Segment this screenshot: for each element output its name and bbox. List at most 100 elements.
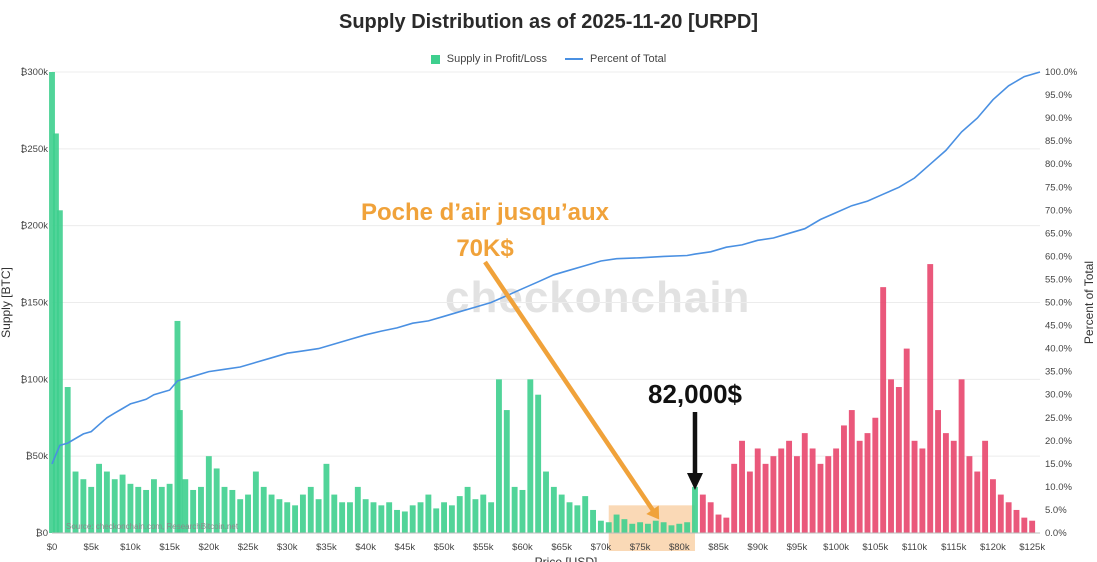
supply-bar (919, 448, 926, 533)
supply-bar (692, 486, 698, 533)
legend-item-supply[interactable]: Supply in Profit/Loss (430, 53, 548, 65)
y2-tick-label: 80.0% (1045, 159, 1072, 170)
arrow-air-pocket-shaft (483, 260, 658, 516)
supply-bar (284, 502, 291, 533)
supply-bar (190, 489, 197, 533)
supply-bar (715, 514, 722, 533)
supply-bar (127, 483, 134, 533)
supply-bar (480, 494, 487, 533)
supply-bar (762, 463, 769, 533)
supply-bar (637, 522, 644, 533)
supply-bar (354, 486, 361, 533)
x-tick-label: $120k (980, 542, 1006, 553)
x-tick-label: $80k (669, 542, 690, 553)
y2-tick-label: 55.0% (1045, 274, 1072, 285)
supply-bar (378, 505, 385, 533)
supply-bar (801, 433, 808, 533)
legend-label-supply: Supply in Profit/Loss (446, 53, 548, 65)
legend-swatch-bar (430, 54, 440, 64)
x-tick-label: $10k (120, 542, 141, 553)
supply-bar (394, 509, 400, 533)
x-axis-title: Price [USD] (535, 555, 598, 562)
percent-line-path (51, 71, 1041, 465)
supply-bar (182, 479, 189, 533)
supply-bar (613, 514, 620, 533)
supply-bar (966, 456, 973, 533)
y-tick-label: ₿150k (20, 298, 48, 309)
supply-bar (119, 474, 126, 533)
supply-bar (684, 522, 691, 533)
supply-bar (848, 410, 855, 533)
supply-bar (786, 440, 793, 533)
supply-bar (88, 486, 95, 533)
supply-bar (417, 502, 424, 533)
supply-bar (770, 456, 777, 533)
supply-bar (676, 523, 683, 533)
y2-axis-title: Percent of Total (1082, 261, 1096, 344)
x-tick-label: $25k (238, 542, 259, 553)
supply-bar (205, 456, 212, 533)
supply-bar (166, 483, 173, 533)
supply-bar (950, 440, 957, 533)
supply-bar (872, 417, 879, 533)
supply-bar (911, 440, 918, 533)
y2-tick-label: 0.0% (1045, 528, 1067, 539)
supply-bar (605, 522, 612, 533)
x-tick-label: $60k (512, 542, 533, 553)
supply-bar (511, 486, 518, 533)
supply-bar (833, 448, 840, 533)
supply-bar (425, 494, 432, 533)
supply-bar (198, 486, 204, 533)
supply-bar (503, 410, 510, 533)
supply-bar (307, 486, 314, 533)
supply-bar (793, 456, 800, 533)
supply-bar (864, 433, 871, 533)
supply-bar (221, 486, 228, 533)
y2-tick-label: 30.0% (1045, 390, 1072, 401)
supply-bar (245, 494, 251, 533)
y2-tick-label: 100.0% (1045, 67, 1078, 78)
axes: ₿0 ₿50k ₿100k ₿150k ₿200k ₿250k ₿300k 0.0% 5.0% 1… (0, 67, 1096, 562)
supply-bar (150, 479, 157, 533)
supply-bar (80, 479, 87, 533)
annotation-arrows (483, 260, 703, 520)
supply-bar (315, 499, 322, 533)
supply-bar (590, 509, 596, 533)
supply-bar (362, 499, 369, 533)
x-tick-label: $90k (747, 542, 768, 553)
y2-tick-label: 20.0% (1045, 436, 1072, 447)
y-tick-label: ₿100k (20, 374, 48, 385)
annotation-air-pocket-line1: Poche d’air jusqu’aux (360, 199, 610, 226)
supply-bar (935, 410, 942, 533)
y-tick-label: ₿300k (20, 67, 48, 78)
x-tick-label: $105k (862, 542, 888, 553)
x-tick-label: $110k (902, 542, 927, 553)
y2-tick-label: 10.0% (1045, 482, 1072, 493)
annotation-current-price: 82,000$ (648, 379, 742, 409)
supply-bar (386, 502, 393, 533)
x-tick-label: $40k (355, 542, 376, 553)
supply-bar (135, 486, 142, 533)
supply-bar (903, 348, 910, 533)
supply-bar (370, 502, 377, 533)
x-tick-label: $35k (316, 542, 337, 553)
supply-bar (488, 502, 495, 533)
supply-bar (723, 517, 730, 533)
y-axis-title: Supply [BTC] (0, 267, 13, 338)
supply-bar (158, 486, 165, 533)
y2-tick-label: 40.0% (1045, 344, 1072, 355)
supply-bar (143, 489, 150, 533)
supply-bar (746, 471, 753, 533)
supply-bar (739, 440, 745, 533)
percent-line (51, 71, 1041, 465)
supply-bar (103, 471, 110, 533)
supply-bar (347, 502, 353, 533)
x-tick-label: $115k (941, 542, 966, 553)
supply-bar (597, 520, 604, 533)
y2-tick-label: 50.0% (1045, 298, 1072, 309)
supply-bars (49, 72, 1036, 534)
supply-bar (276, 499, 283, 533)
y-tick-label: ₿250k (20, 144, 48, 155)
legend-item-percent[interactable]: Percent of Total (565, 53, 666, 65)
supply-bar (1005, 502, 1012, 533)
